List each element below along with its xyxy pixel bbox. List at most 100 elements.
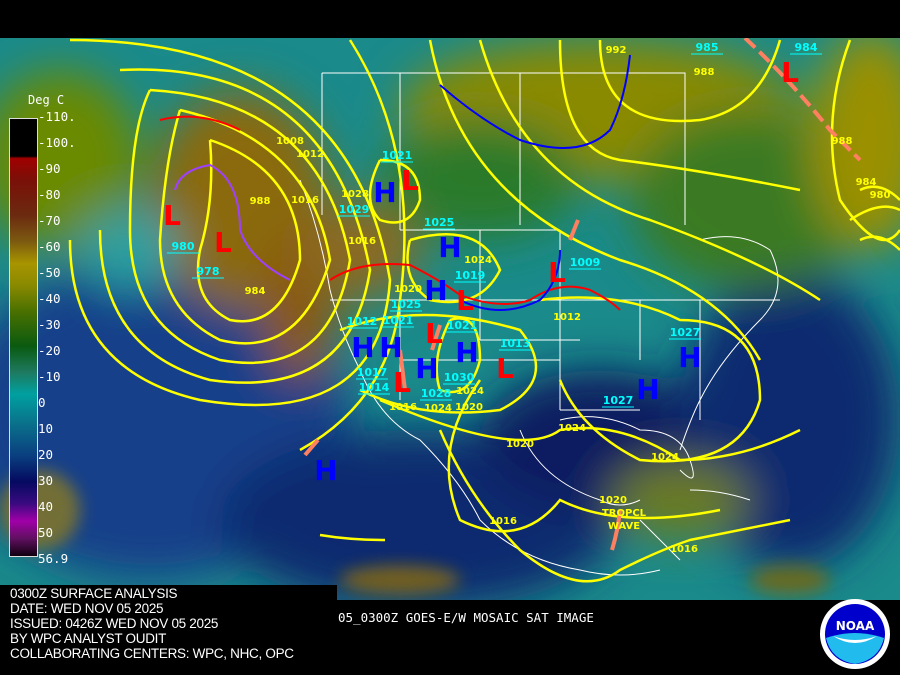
colorbar-tick: -100. <box>38 135 76 150</box>
isobar-label-group: 1016 <box>291 195 319 206</box>
high-pressure-center-group: H <box>455 336 478 369</box>
tropical-wave-label-group: WAVE <box>608 521 640 532</box>
colorbar-tick: -50 <box>38 265 61 280</box>
cold-front <box>439 54 631 149</box>
isobar-label: 1012 <box>296 149 324 160</box>
low-pressure-center-group: L <box>496 352 514 385</box>
isobar-label: 1016 <box>489 516 517 527</box>
isobar-label-group: 1012 <box>296 149 324 160</box>
colorbar-tick: 30 <box>38 473 54 488</box>
center-pressure-label-group: 1021 <box>446 319 478 333</box>
isobar-label: 1020 <box>599 495 627 506</box>
high-pressure-center-group: H <box>373 176 396 209</box>
isobar-label: 988 <box>250 196 271 207</box>
tropical-wave-label-group: TROPCL <box>602 508 647 519</box>
colorbar-tick: 50 <box>38 525 54 540</box>
high-pressure-center: H <box>314 454 337 487</box>
center-pressure-label: 1025 <box>391 298 422 311</box>
colorbar-tick: 0 <box>38 395 46 410</box>
center-pressure-label: 1012 <box>347 315 378 328</box>
isobar-label-group: 1020 <box>599 495 627 506</box>
tropical-wave-label: WAVE <box>608 521 640 532</box>
center-pressure-label-group: 1027 <box>602 394 634 408</box>
low-pressure-center: L <box>163 199 181 232</box>
isobar-label: 1020 <box>455 402 483 413</box>
high-pressure-center: H <box>379 331 402 364</box>
center-pressure-label: 1017 <box>357 366 388 379</box>
low-pressure-center-group: L <box>781 56 799 89</box>
high-pressure-center-group: H <box>438 231 461 264</box>
noaa-logo-text: NOAA <box>836 619 875 633</box>
center-pressure-label: 1019 <box>455 269 486 282</box>
colorbar-tick: -90 <box>38 161 61 176</box>
colorbar-tick: 40 <box>38 499 54 514</box>
isobar-label: 1016 <box>389 402 417 413</box>
analysis-date: DATE: WED NOV 05 2025 <box>10 601 164 616</box>
top-border <box>0 0 900 38</box>
center-pressure-label-group: 1029 <box>338 203 370 217</box>
isobar-label: 1028 <box>341 189 369 200</box>
low-pressure-center-group: L <box>163 199 181 232</box>
high-pressure-center-group: H <box>379 331 402 364</box>
center-pressure-label-group: 1014 <box>358 381 390 395</box>
colorbar-tick: -60 <box>38 239 61 254</box>
center-pressure-label-group: 1025 <box>423 216 455 230</box>
isobar-label: 980 <box>870 190 891 201</box>
colorbar-tick: -70 <box>38 213 61 228</box>
center-pressure-label-group: 1030 <box>443 371 475 385</box>
analysis-issued: ISSUED: 0426Z WED NOV 05 2025 <box>10 616 219 631</box>
isobar-label-group: 1016 <box>670 544 698 555</box>
low-pressure-center-group: L <box>548 256 566 289</box>
high-pressure-center-group: H <box>636 373 659 406</box>
isobar-label: 1024 <box>424 403 452 414</box>
low-pressure-center: L <box>781 56 799 89</box>
satellite-label: 05_0300Z GOES-E/W MOSAIC SAT IMAGE <box>338 610 594 625</box>
low-pressure-center: L <box>401 164 419 197</box>
center-pressure-label: 978 <box>197 265 220 278</box>
isobar-label-group: 1024 <box>424 403 452 414</box>
low-pressure-center: L <box>548 256 566 289</box>
isobar-label: 1016 <box>348 236 376 247</box>
center-pressure-label: 1014 <box>359 381 390 394</box>
low-pressure-center: L <box>496 352 514 385</box>
isobar-label-group: 1016 <box>389 402 417 413</box>
high-pressure-center: H <box>455 336 478 369</box>
isobar-label-group: 1024 <box>558 423 586 434</box>
high-pressure-center: H <box>424 274 447 307</box>
center-pressure-label: 1021 <box>383 314 414 327</box>
isobar-label: 984 <box>245 286 266 297</box>
isobar-label-group: 1012 <box>553 312 581 323</box>
isobar-label-group: 1024 <box>464 255 492 266</box>
isobar-label-group: 1024 <box>456 386 484 397</box>
trough <box>303 219 580 457</box>
isobar-label: 1024 <box>558 423 586 434</box>
trough <box>743 38 862 162</box>
isobar-label-group: 988 <box>694 67 715 78</box>
isobar-label: 988 <box>694 67 715 78</box>
tropical-wave-axis <box>610 509 622 551</box>
high-pressure-center-group: H <box>424 274 447 307</box>
colorbar-tick: -10 <box>38 369 61 384</box>
center-pressure-label: 1013 <box>500 337 531 350</box>
analysis-centers: COLLABORATING CENTERS: WPC, NHC, OPC <box>10 646 294 661</box>
colorbar-tick: -30 <box>38 317 61 332</box>
low-pressure-center: L <box>456 284 474 317</box>
low-pressure-center-group: L <box>401 164 419 197</box>
center-pressure-label: 984 <box>795 41 818 54</box>
isobar-label: 1024 <box>464 255 492 266</box>
center-pressure-labels: 1021 1029 1025 1019 1025 1009 1012 1021 1017 1021… <box>167 41 822 408</box>
colorbar-tick: -20 <box>38 343 61 358</box>
isobar-label: 1020 <box>394 284 422 295</box>
analysis-analyst: BY WPC ANALYST OUDIT <box>10 631 167 646</box>
center-pressure-label-group: 1027 <box>669 326 701 340</box>
center-pressure-label: 1030 <box>444 371 475 384</box>
colorbar-tick: 10 <box>38 421 54 436</box>
high-pressure-center-group: H <box>351 331 374 364</box>
center-pressure-label: 980 <box>172 240 195 253</box>
center-pressure-label-group: 1019 <box>454 269 486 283</box>
isobar-label-group: 1020 <box>455 402 483 413</box>
colorbar-tick: -40 <box>38 291 61 306</box>
isobar-label-group: 984 <box>245 286 266 297</box>
center-pressure-label-group: 1009 <box>569 256 601 270</box>
